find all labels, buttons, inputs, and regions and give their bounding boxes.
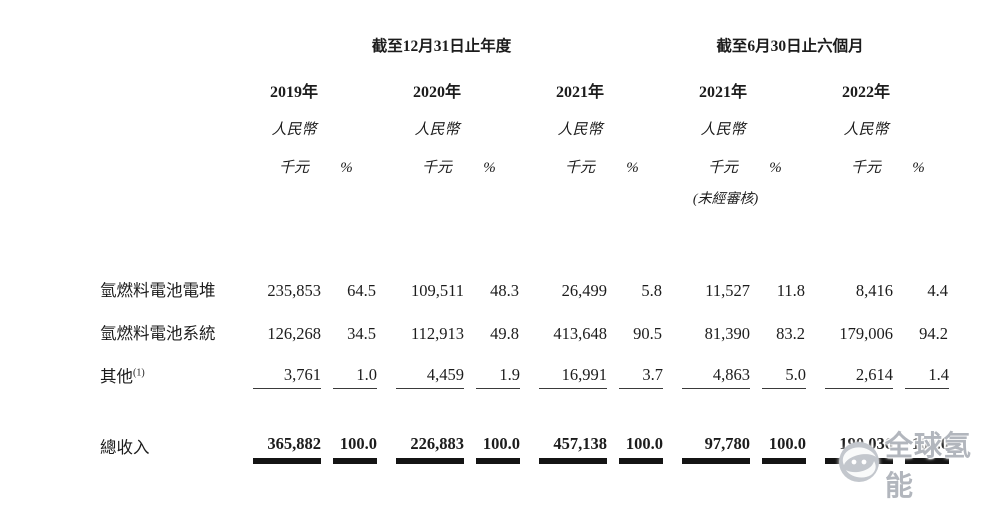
table-row-others: 其他(1) 3,761 1.0 4,459 1.9 16,991 3.7 4,8… <box>100 356 960 399</box>
percent-cell: 83.2 <box>776 324 806 344</box>
period-header-annual: 截至12月31日止年度 <box>371 38 512 55</box>
row-label: 其他(1) <box>100 367 145 387</box>
unit-label: 千元 <box>278 159 309 176</box>
row-label: 氫燃料電池系統 <box>100 324 216 344</box>
spacer-row <box>100 399 960 426</box>
unit-label: 千元 <box>851 159 882 176</box>
currency-header-row: 人民幣 人民幣 人民幣 人民幣 人民幣 <box>100 104 960 138</box>
total-percent-cell: 100.0 <box>476 426 531 470</box>
percent-cell: 11.8 <box>776 281 806 301</box>
unit-label: 千元 <box>708 159 739 176</box>
year-2021: 2021年 <box>555 84 604 102</box>
currency-label: 人民幣 <box>414 121 460 138</box>
amount-cell: 8,416 <box>855 281 894 301</box>
percent-cell: 1.4 <box>905 356 960 399</box>
period-header-interim: 截至6月30日止六個月 <box>716 38 864 55</box>
amount-cell: 16,991 <box>531 356 619 399</box>
total-percent-cell: 100.0 <box>762 426 817 470</box>
percent-cell: 49.8 <box>490 324 519 344</box>
amount-cell: 4,863 <box>674 356 762 399</box>
year-2022: 2022年 <box>842 84 891 102</box>
table-row-fuel-cell-stack: 氫燃料電池電堆 235,853 64.5 109,511 48.3 26,499… <box>100 270 960 313</box>
unit-header-row: 千元 % 千元 % 千元 % 千元 % 千元 % <box>100 138 960 178</box>
note-row: (未經審核) <box>100 178 960 232</box>
currency-label: 人民幣 <box>557 121 603 138</box>
total-amount-cell: 457,138 <box>531 426 619 470</box>
currency-label: 人民幣 <box>271 121 317 138</box>
percent-cell: 64.5 <box>347 281 376 301</box>
percent-cell: 3.7 <box>619 356 674 399</box>
total-label: 總收入 <box>100 437 150 457</box>
amount-cell: 126,268 <box>267 324 321 344</box>
percent-cell: 90.5 <box>633 324 663 344</box>
percent-symbol: % <box>340 159 353 176</box>
year-2021-interim: 2021年 <box>699 84 748 102</box>
amount-cell: 109,511 <box>410 281 464 301</box>
period-header-row: 截至12月31日止年度 截至6月30日止六個月 <box>100 38 960 64</box>
unit-label: 千元 <box>421 159 452 176</box>
amount-cell: 81,390 <box>704 324 751 344</box>
spacer-row <box>100 232 960 270</box>
empty-cell <box>100 38 245 64</box>
table-row-fuel-cell-system: 氫燃料電池系統 126,268 34.5 112,913 49.8 413,64… <box>100 313 960 356</box>
amount-cell: 26,499 <box>561 281 607 301</box>
total-amount-cell: 226,883 <box>388 426 476 470</box>
percent-symbol: % <box>483 159 496 176</box>
total-amount-cell: 365,882 <box>245 426 333 470</box>
total-percent-cell: 100.0 <box>333 426 388 470</box>
currency-label: 人民幣 <box>843 121 889 138</box>
year-2020: 2020年 <box>412 84 461 102</box>
year-2019: 2019年 <box>269 84 318 102</box>
amount-cell: 11,527 <box>705 281 751 301</box>
revenue-breakdown-table: 截至12月31日止年度 截至6月30日止六個月 2019年 2020年 2021… <box>100 38 960 470</box>
percent-cell: 94.2 <box>919 324 949 344</box>
row-label: 氫燃料電池電堆 <box>100 281 216 301</box>
total-percent-cell: 100.0 <box>905 426 960 470</box>
percent-symbol: % <box>912 159 925 176</box>
amount-cell: 4,459 <box>388 356 476 399</box>
amount-cell: 3,761 <box>245 356 333 399</box>
percent-cell: 34.5 <box>347 324 376 344</box>
percent-cell: 1.0 <box>333 356 388 399</box>
percent-symbol: % <box>769 159 782 176</box>
percent-cell: 5.8 <box>641 281 663 301</box>
currency-label: 人民幣 <box>700 121 746 138</box>
year-header-row: 2019年 2020年 2021年 2021年 2022年 <box>100 64 960 104</box>
table-row-total-revenue: 總收入 365,882 100.0 226,883 100.0 457,138 … <box>100 426 960 470</box>
percent-cell: 48.3 <box>490 281 519 301</box>
percent-cell: 1.9 <box>476 356 531 399</box>
amount-cell: 179,006 <box>839 324 894 344</box>
total-amount-cell: 97,780 <box>674 426 762 470</box>
percent-cell: 4.4 <box>927 281 949 301</box>
amount-cell: 413,648 <box>553 324 607 344</box>
footnote-marker: (1) <box>133 367 145 379</box>
percent-symbol: % <box>626 159 639 176</box>
percent-cell: 5.0 <box>762 356 817 399</box>
amount-cell: 235,853 <box>267 281 321 301</box>
unit-label: 千元 <box>564 159 595 176</box>
total-amount-cell: 190,036 <box>817 426 905 470</box>
amount-cell: 112,913 <box>410 324 464 344</box>
total-percent-cell: 100.0 <box>619 426 674 470</box>
unaudited-note: (未經審核) <box>692 192 759 207</box>
amount-cell: 2,614 <box>817 356 905 399</box>
